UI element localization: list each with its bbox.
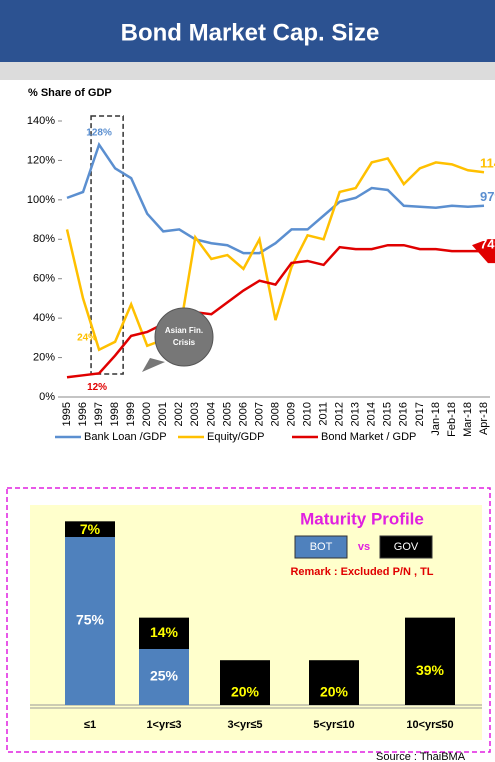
x-tick-label: 1996 — [77, 402, 89, 426]
y-tick-label: 100% — [27, 194, 55, 206]
line — [66, 243, 484, 379]
x-tick-label: 1997 — [93, 402, 105, 426]
annotation: Asian Fin. — [165, 326, 203, 335]
x-tick-label: 10<yr≤50 — [406, 719, 453, 731]
value-label: 24% — [77, 332, 97, 343]
x-tick-label: 2015 — [382, 402, 394, 426]
bar — [65, 521, 115, 537]
x-tick-label: 2010 — [301, 402, 313, 426]
bar — [139, 617, 189, 649]
x-tick-label: 1<yr≤3 — [146, 719, 181, 731]
value-label: 25% — [150, 668, 179, 684]
y-tick-label: 80% — [33, 233, 55, 245]
bar — [65, 537, 115, 705]
x-tick-label: 1995 — [61, 402, 73, 426]
bar-title: Maturity Profile — [300, 509, 424, 528]
legend-label: Equity/GDP — [207, 431, 264, 443]
source: Source : ThaiBMA — [376, 751, 466, 762]
value-label: 74% — [480, 237, 495, 252]
x-tick-label: 2014 — [366, 402, 378, 426]
x-tick-label: 2003 — [189, 402, 201, 426]
value-label: 128% — [86, 127, 112, 138]
x-tick-label: 2006 — [237, 402, 249, 426]
panel-border — [6, 487, 491, 753]
x-tick-label: 2002 — [173, 402, 185, 426]
x-tick-label: 2016 — [398, 402, 410, 426]
y-tick-label: 20% — [33, 351, 55, 363]
crisis-box — [90, 115, 124, 375]
bar — [309, 660, 359, 705]
y-tick-label: 40% — [33, 312, 55, 324]
legend-box — [294, 535, 348, 559]
x-tick-label: 2011 — [318, 402, 330, 426]
x-tick-label: Feb-18 — [446, 402, 458, 437]
title: Bond Market Cap. Size — [121, 19, 380, 46]
remark: Remark : Excluded P/N , TL — [290, 566, 433, 578]
header-shadow — [0, 62, 495, 80]
x-tick-label: 5<yr≤10 — [313, 719, 354, 731]
x-tick-label: 2001 — [157, 402, 169, 426]
legend-label: Bank Loan /GDP — [84, 431, 167, 443]
value-label: 12% — [87, 382, 107, 393]
x-tick-label: 1998 — [109, 402, 121, 426]
value-label: 39% — [416, 662, 445, 678]
value-label: 97% — [480, 189, 495, 204]
x-tick-label: 1999 — [125, 402, 137, 426]
x-tick-label: Jan-18 — [430, 402, 442, 436]
x-tick-label: 2004 — [205, 402, 217, 426]
line — [66, 141, 485, 255]
x-tick-label: 2012 — [334, 402, 346, 426]
bar — [405, 617, 455, 705]
y-tick-label: 120% — [27, 154, 55, 166]
x-tick-label: ≤1 — [84, 719, 96, 731]
x-tick-label: 2000 — [141, 402, 153, 426]
value-label: 75% — [76, 612, 105, 628]
legend-label: GOV — [394, 541, 419, 553]
line — [65, 157, 485, 352]
x-tick-label: 2005 — [221, 402, 233, 426]
x-tick-label: Apr-18 — [478, 402, 490, 435]
legend-box — [379, 535, 433, 559]
annotation: Crisis — [173, 338, 196, 347]
x-tick-label: 2009 — [285, 402, 297, 426]
x-tick-label: Mar-18 — [462, 402, 474, 437]
callout-bubble — [154, 307, 214, 367]
x-tick-label: 2007 — [253, 402, 265, 426]
y-tick-label: 60% — [33, 273, 55, 285]
header-band — [0, 0, 495, 62]
value-label: 114% — [480, 156, 495, 171]
y-tick-label: 140% — [27, 115, 55, 127]
value-label: 7% — [80, 521, 101, 537]
callout — [142, 358, 165, 372]
y-tick-label: 0% — [39, 391, 55, 403]
legend-joiner: vs — [358, 541, 370, 553]
x-tick-label: 3<yr≤5 — [227, 719, 262, 731]
x-tick-label: 2008 — [269, 402, 281, 426]
bar — [220, 660, 270, 705]
label-arrow — [472, 239, 495, 264]
legend-label: BOT — [310, 541, 333, 553]
bar — [139, 649, 189, 705]
x-tick-label: 2017 — [414, 402, 426, 426]
value-label: 20% — [231, 683, 260, 699]
legend-label: Bond Market / GDP — [321, 431, 416, 443]
value-label: 20% — [320, 683, 349, 699]
chart-subtitle: % Share of GDP — [28, 87, 112, 99]
x-tick-label: 2013 — [350, 402, 362, 426]
value-label: 14% — [150, 624, 179, 640]
